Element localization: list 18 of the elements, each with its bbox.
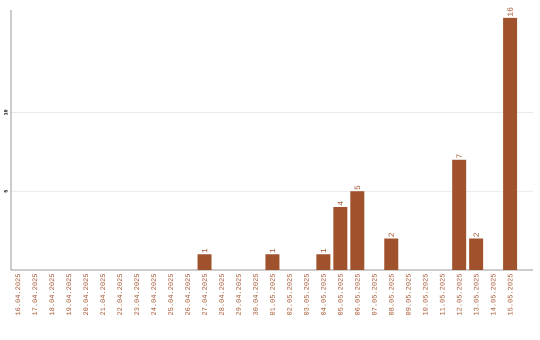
bar	[350, 191, 364, 270]
bar	[503, 18, 518, 270]
data-label: 16	[507, 8, 513, 16]
bar	[384, 238, 398, 270]
bar	[333, 206, 348, 270]
bar	[469, 238, 484, 270]
data-label: 1	[320, 248, 326, 252]
bar	[265, 254, 280, 270]
bar	[452, 160, 466, 270]
bar	[198, 254, 212, 270]
data-label: 1	[270, 248, 276, 252]
data-label: 2	[473, 233, 479, 237]
data-label: 5	[354, 186, 360, 190]
bar	[316, 254, 330, 270]
data-label: 7	[456, 154, 462, 158]
data-label: 1	[202, 248, 208, 252]
data-label: 2	[388, 233, 394, 237]
data-label: 4	[338, 201, 343, 206]
